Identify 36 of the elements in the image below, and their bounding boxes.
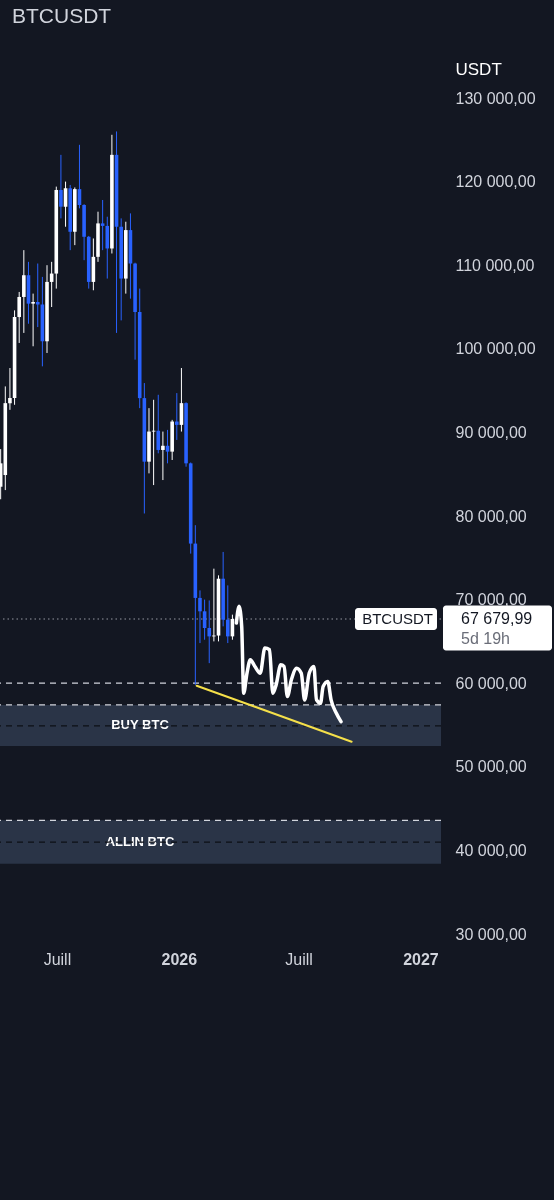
x-tick-label: 2026 <box>161 950 198 968</box>
ref-line-label: BTCUSDT <box>362 610 433 627</box>
band-label: ALLIN BTC <box>105 834 175 850</box>
candlestick <box>151 399 156 486</box>
candlestick <box>31 293 35 347</box>
candlestick <box>207 599 212 664</box>
y-tick-label: 110 000,00 <box>455 256 535 274</box>
candlestick <box>22 249 26 334</box>
candlestick <box>59 154 63 219</box>
x-tick-label: Juill <box>43 950 72 968</box>
text: 5d 19h <box>461 630 510 647</box>
chart-title: BTCUSDT <box>12 4 112 27</box>
candlestick <box>105 216 110 280</box>
candlestick <box>175 392 179 441</box>
y-tick-label: 90 000,00 <box>455 423 527 441</box>
candlestick <box>225 584 230 644</box>
band-label: BUY BTC <box>111 717 170 733</box>
candlestick <box>100 199 105 251</box>
candlestick <box>161 431 165 481</box>
y-tick-label: 30 000,00 <box>455 925 527 943</box>
candlestick <box>17 291 21 344</box>
candlestick <box>198 589 202 644</box>
y-tick-label: 100 000,00 <box>455 340 536 358</box>
y-tick-label: 70 000,00 <box>455 591 527 609</box>
x-tick-label: 2027 <box>403 950 439 968</box>
y-tick-label: 130 000,00 <box>455 89 536 107</box>
y-tick-label: 40 000,00 <box>455 841 527 859</box>
y-tick-label: 120 000,00 <box>455 173 536 191</box>
x-tick-label: Juill <box>285 950 313 968</box>
candlestick <box>156 394 161 454</box>
y-axis-title: USDT <box>455 59 502 79</box>
y-tick-label: 80 000,00 <box>455 507 527 525</box>
y-tick-label: 50 000,00 <box>455 758 527 776</box>
candlestick <box>8 367 12 411</box>
y-tick-label: 60 000,00 <box>455 674 527 692</box>
text: 67 679,99 <box>461 610 533 627</box>
